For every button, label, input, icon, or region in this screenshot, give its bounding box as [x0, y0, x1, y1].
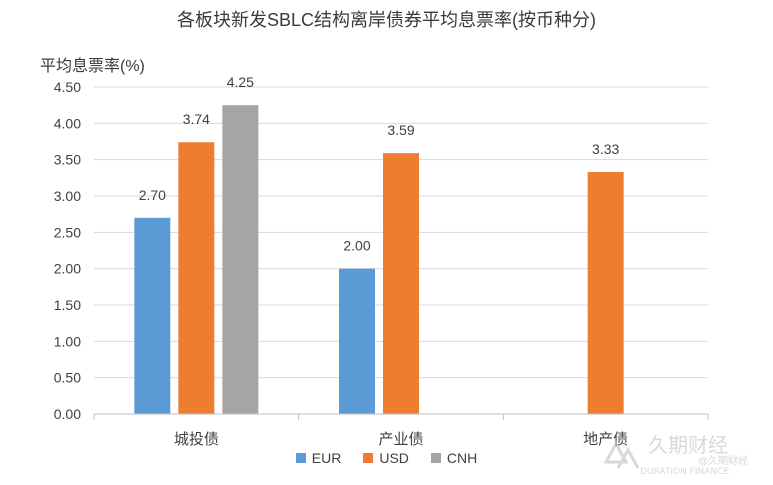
x-tick-labels: 城投债 产业债 地产债 [174, 430, 628, 448]
legend-swatch [430, 453, 441, 463]
y-tick-label: 0.50 [54, 370, 81, 386]
data-label: 3.59 [387, 122, 414, 138]
watermark-logo: 久期财经 DURATION FINANCE @久期财经 [600, 424, 770, 480]
watermark-sub: DURATION FINANCE [640, 467, 729, 477]
bar-eur [339, 268, 375, 414]
y-tick-label: 2.00 [54, 261, 81, 277]
y-tick-label: 4.00 [54, 115, 81, 131]
x-tick-label: 城投债 [174, 430, 219, 448]
bar-cnh [222, 105, 259, 415]
bar-eur [134, 217, 171, 414]
legend-swatch [363, 453, 374, 463]
data-label: 2.00 [343, 238, 370, 254]
data-labels: 2.70 3.74 4.25 2.00 3.59 3.33 [139, 74, 620, 254]
bar-usd [383, 153, 419, 415]
legend-item-eur: EUR [295, 450, 342, 466]
watermark-handle: @久期财经 [698, 454, 748, 467]
x-axis [93, 413, 709, 420]
y-tick-label: 3.50 [54, 152, 81, 168]
legend-label: EUR [311, 450, 342, 466]
y-tick-label: 1.00 [54, 333, 81, 349]
x-tick-label: 产业债 [378, 430, 423, 448]
legend-item-usd: USD [363, 450, 409, 466]
legend-label: USD [379, 450, 409, 466]
y-tick-label: 4.50 [54, 79, 81, 95]
legend-item-cnh: CNH [430, 450, 478, 466]
data-label: 3.33 [592, 141, 619, 157]
data-label: 4.25 [227, 74, 254, 90]
bar-usd [587, 172, 624, 414]
y-tick-label: 0.00 [54, 406, 81, 422]
data-label: 3.74 [183, 111, 210, 127]
legend-label: CNH [446, 450, 478, 466]
watermark-text: 久期财经 [648, 433, 728, 457]
y-tick-label: 3.00 [54, 188, 81, 204]
chart-title: 各板块新发SBLC结构离岸债券平均息票率(按币种分) [176, 10, 596, 30]
data-label: 2.70 [139, 187, 166, 203]
legend: EUR USD CNH [0, 450, 773, 466]
y-tick-label: 1.50 [54, 297, 81, 313]
bars [134, 105, 624, 415]
y-tick-label: 2.50 [54, 224, 81, 240]
legend-swatch [295, 453, 306, 463]
y-axis-label: 平均息票率(%) [40, 58, 145, 75]
bar-usd [178, 142, 215, 414]
y-tick-labels: 0.00 0.50 1.00 1.50 2.00 2.50 3.00 3.50 4.00 4.50 [54, 79, 81, 422]
